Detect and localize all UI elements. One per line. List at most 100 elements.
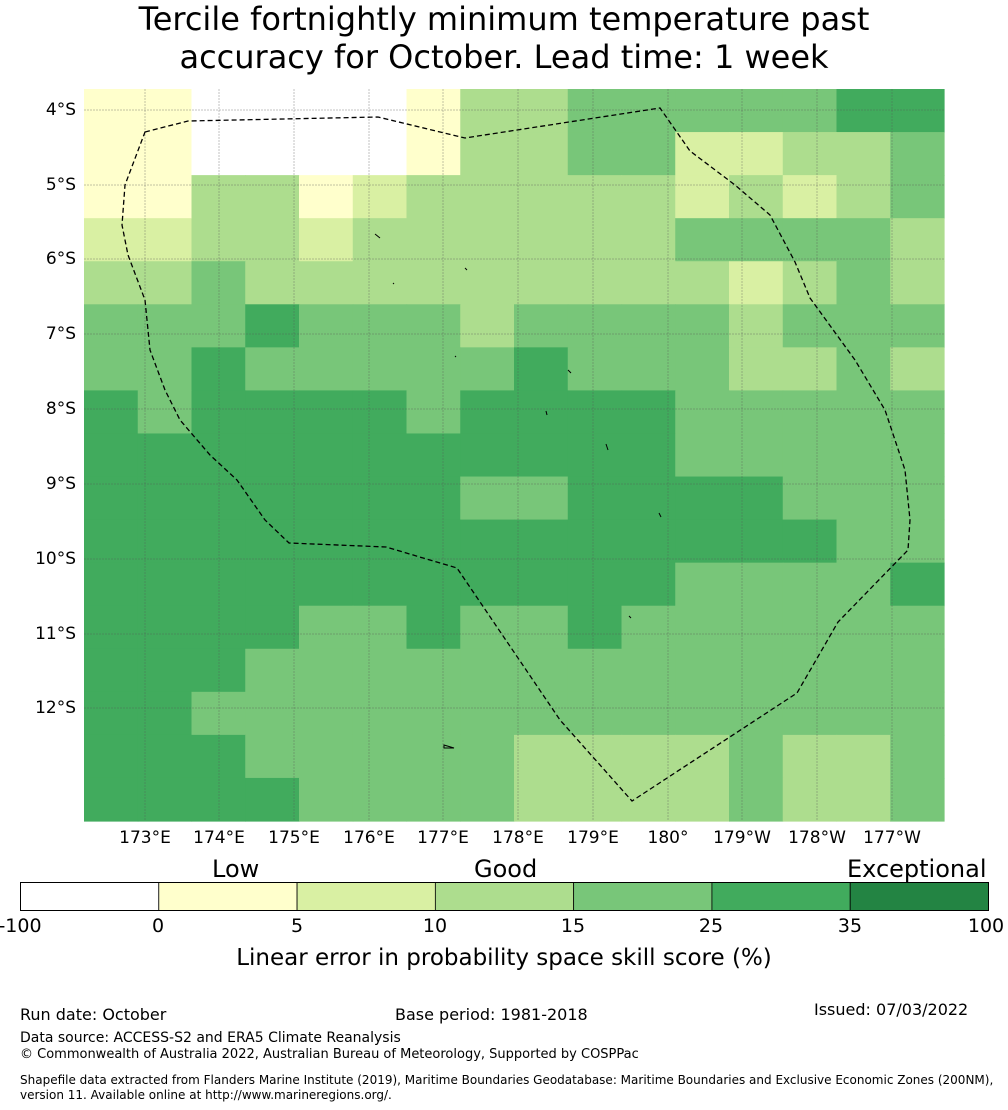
grid-cell: [675, 691, 730, 736]
island-outline: [628, 615, 632, 619]
grid-cell: [137, 132, 193, 176]
grid-cell: [890, 562, 945, 607]
grid-cell: [460, 304, 515, 348]
grid-cell: [729, 175, 784, 219]
grid-cell: [782, 132, 838, 176]
grid-cell: [890, 691, 945, 736]
grid-cell: [245, 777, 300, 822]
grid-cell: [245, 390, 300, 435]
grid-cell: [191, 347, 246, 392]
grid-cell: [675, 390, 730, 435]
grid-cell: [890, 476, 945, 521]
grid-cell: [514, 734, 569, 779]
grid-cell: [621, 691, 676, 736]
grid-cell: [836, 648, 891, 693]
grid-cell: [299, 175, 354, 219]
lat-label: 12°S: [35, 698, 76, 718]
grid-cell: [567, 605, 623, 650]
grid-cell: [84, 734, 139, 779]
island-outline: [658, 512, 662, 518]
lon-label: 173°E: [119, 828, 171, 848]
grid-cell: [567, 175, 623, 219]
grid-cell: [890, 648, 945, 693]
issued-date: Issued: 07/03/2022: [814, 1000, 969, 1019]
grid-cell: [621, 304, 676, 348]
grid-cell: [514, 519, 569, 564]
grid-cell: [567, 261, 623, 305]
grid-cell: [514, 304, 569, 348]
shapefile-credit-line-2: version 11. Available online at http://w…: [20, 1088, 392, 1102]
grid-cell: [890, 433, 945, 478]
grid-cell: [299, 648, 354, 693]
grid-cell: [406, 648, 461, 693]
grid-cell: [245, 648, 300, 693]
grid-cell: [460, 433, 515, 478]
grid-cell: [137, 347, 193, 392]
grid-cell: [514, 390, 569, 435]
grid-cell: [836, 390, 891, 435]
grid-cell: [84, 648, 139, 693]
island-outlines: [374, 233, 662, 749]
grid-cell: [621, 734, 676, 779]
grid-cell: [782, 175, 838, 219]
grid-cell: [567, 433, 623, 478]
grid-cell: [84, 261, 139, 305]
grid-cell: [460, 519, 515, 564]
grid-cell: [890, 605, 945, 650]
grid-cell: [191, 476, 246, 521]
grid-cell: [621, 519, 676, 564]
grid-cell: [729, 89, 784, 133]
lon-label: 176°E: [343, 828, 395, 848]
grid-cell: [621, 605, 676, 650]
grid-cell: [137, 734, 193, 779]
colorbar-frame: [20, 882, 989, 911]
grid-cell: [352, 562, 408, 607]
grid-cell: [137, 691, 193, 736]
grid-cell: [191, 605, 246, 650]
grid-cell: [137, 562, 193, 607]
grid-cell: [352, 261, 408, 305]
grid-cell: [137, 218, 193, 262]
grid-cell: [890, 519, 945, 564]
grid-cell: [84, 777, 139, 822]
grid-cell: [890, 132, 945, 176]
grid-cell: [137, 433, 193, 478]
colorbar-swatch: [158, 882, 298, 911]
run-date: Run date: October: [20, 1005, 167, 1024]
grid-cell: [567, 519, 623, 564]
grid-cell: [621, 347, 676, 392]
grid-cell: [245, 89, 300, 133]
grid-cell: [137, 390, 193, 435]
grid-cell: [782, 433, 838, 478]
grid-cell: [836, 218, 891, 262]
island-outline: [454, 355, 457, 358]
grid-cell: [836, 691, 891, 736]
grid-cell: [460, 347, 515, 392]
grid-cell: [621, 132, 676, 176]
grid-cell: [245, 218, 300, 262]
grid-cell: [352, 390, 408, 435]
grid-cell: [299, 218, 354, 262]
grid-cell: [836, 261, 891, 305]
grid-cell: [191, 777, 246, 822]
grid-cell: [782, 519, 838, 564]
grid-cell: [191, 390, 246, 435]
grid-cell: [245, 304, 300, 348]
grid-cell: [729, 433, 784, 478]
grid-cell: [890, 261, 945, 305]
grid-cell: [782, 347, 838, 392]
grid-cell: [675, 132, 730, 176]
lat-label: 10°S: [35, 549, 76, 569]
colorbar-swatch: [573, 882, 713, 911]
grid-cell: [460, 390, 515, 435]
lat-label: 4°S: [45, 100, 76, 120]
grid-cell: [299, 519, 354, 564]
grid-cell: [191, 648, 246, 693]
colorbar-swatches: [20, 882, 989, 911]
grid-cell: [836, 562, 891, 607]
grid-cell: [191, 175, 246, 219]
grid-cell: [729, 562, 784, 607]
grid-cell: [352, 734, 408, 779]
grid-cell: [675, 562, 730, 607]
